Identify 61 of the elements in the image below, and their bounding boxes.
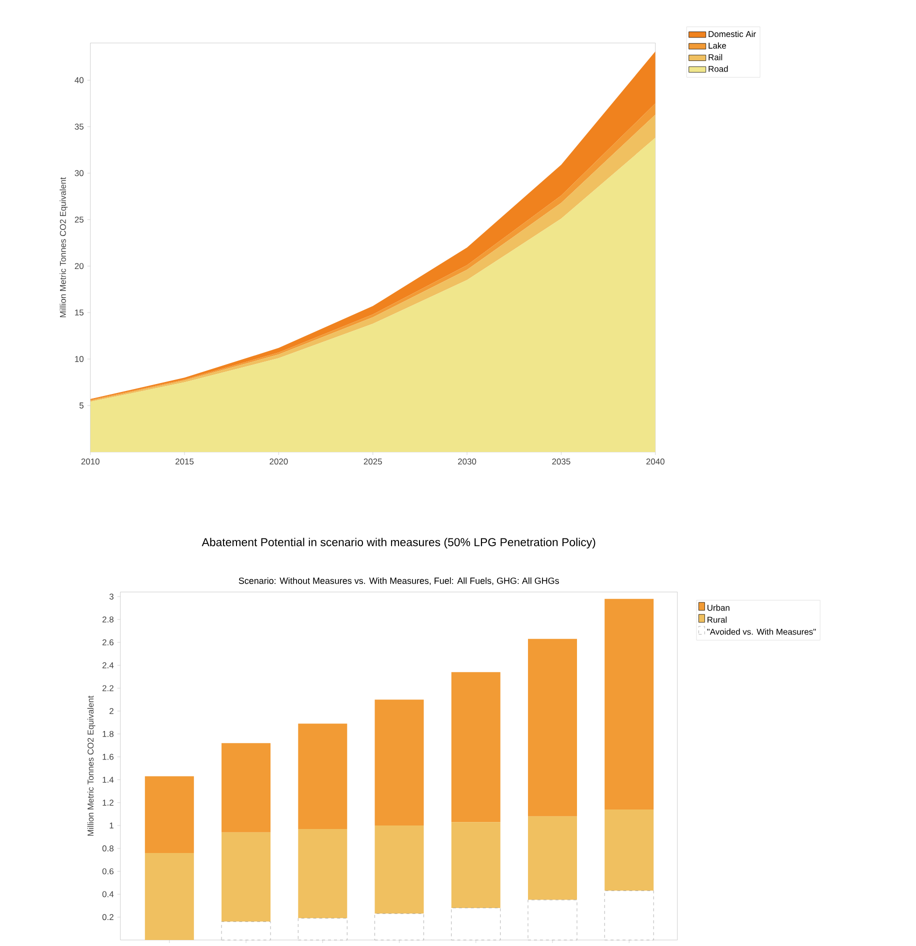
bar — [528, 900, 577, 940]
bar — [144, 853, 194, 940]
x-tick-label: 2020 — [270, 458, 288, 465]
bar — [144, 776, 194, 853]
y-tick-label: 5 — [79, 402, 84, 408]
bar — [604, 809, 654, 891]
bar — [451, 822, 500, 908]
y-tick-label: 25 — [74, 216, 84, 223]
x-tick-label: 2040 — [646, 458, 664, 465]
y-tick-label: 1.2 — [102, 800, 114, 806]
y-axis-title: Million Metric Tonnes CO2 Equivalent — [60, 177, 68, 318]
x-tick-label: 2015 — [175, 458, 194, 465]
y-tick-label: 10 — [74, 356, 84, 362]
x-tick-label: 2030 — [458, 458, 476, 465]
bar — [221, 743, 270, 832]
y-tick-label: 30 — [74, 170, 84, 176]
y-tick-label: 2.6 — [102, 639, 114, 646]
y-tick-label: 3 — [109, 594, 114, 600]
y-tick-label: 2 — [109, 708, 114, 714]
y-tick-label: 15 — [74, 310, 84, 316]
y-tick-label: 2.4 — [102, 662, 114, 668]
bar — [221, 921, 271, 940]
bar — [298, 724, 347, 829]
y-tick-label: 0.6 — [102, 868, 114, 874]
bar — [604, 598, 654, 810]
y-tick-label: 35 — [74, 124, 84, 130]
bar — [528, 638, 577, 816]
bar — [374, 913, 424, 940]
bar — [374, 700, 424, 826]
legend-label: Rural — [707, 616, 726, 623]
y-tick-label: 0.8 — [102, 845, 114, 852]
y-tick-label: 0.4 — [102, 891, 114, 898]
legend-label: Domestic Air — [708, 30, 756, 38]
y-tick-label: 0.2 — [102, 914, 114, 920]
y-tick-label: 1.6 — [102, 754, 114, 760]
bar — [221, 832, 270, 922]
y-tick-label: 1.8 — [102, 730, 114, 737]
y-tick-label: 2.8 — [102, 616, 114, 622]
bar — [298, 918, 348, 940]
y-axis-title: Million Metric Tonnes CO2 Equivalent — [87, 696, 96, 836]
legend-label: Rail — [708, 54, 722, 60]
y-tick-label: 1.4 — [102, 776, 114, 783]
legend-label: Urban — [707, 604, 730, 611]
bar — [298, 828, 347, 918]
y-tick-label: 20 — [74, 263, 84, 270]
chart-subtitle: Scenario: Without Measures vs. With Measures, Fuel: All Fuels, GHG: All GHGs — [238, 577, 559, 585]
legend-label: Lake — [708, 42, 726, 49]
y-tick-label: 1 — [110, 822, 114, 828]
legend-label: Road — [708, 66, 728, 72]
x-tick-label: 2035 — [552, 458, 570, 465]
bar — [450, 908, 500, 940]
bar — [604, 890, 654, 940]
y-tick-label: 40 — [74, 77, 84, 84]
bar — [451, 672, 500, 822]
y-tick-label: 2.2 — [102, 685, 114, 692]
chart-title: Abatement Potential in scenario with measures (50% LPG Penetration Policy) — [202, 538, 596, 548]
legend-label: "Avoided vs. With Measures" — [707, 628, 816, 635]
bar — [528, 816, 577, 900]
x-tick-label: 2025 — [364, 458, 382, 465]
bar — [374, 826, 424, 914]
x-tick-label: 2010 — [81, 458, 100, 465]
